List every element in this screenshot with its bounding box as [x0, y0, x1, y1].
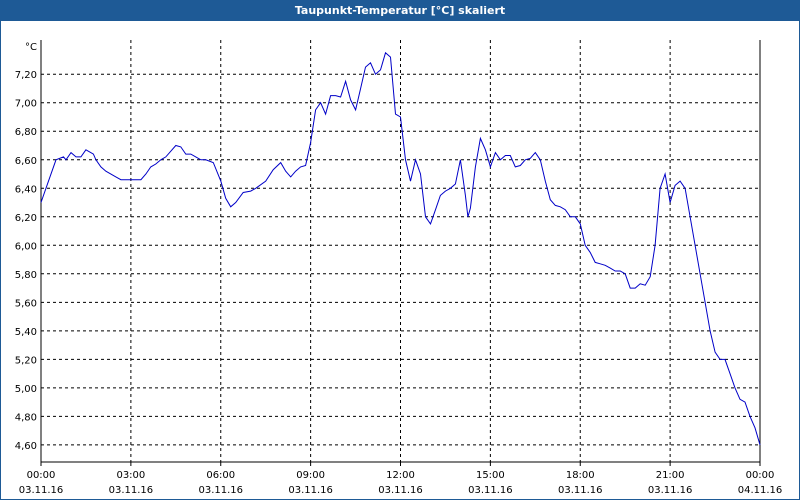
x-tick-time: 00:00	[27, 470, 56, 481]
y-tick-label: 5,60	[15, 298, 37, 309]
y-axis-unit: °C	[25, 42, 37, 53]
y-tick-label: 6,80	[15, 127, 37, 138]
x-tick-time: 12:00	[386, 470, 415, 481]
y-tick-label: 6,60	[15, 156, 37, 167]
y-tick-label: 5,80	[15, 270, 37, 281]
y-tick-label: 7,20	[15, 70, 37, 81]
y-tick-labels: 7,20 7,00 6,80 6,60 6,40 6,20 6,00 5,80 5,60 5,40…	[15, 70, 37, 452]
y-tick-label: 5,20	[15, 355, 37, 366]
x-tick-time: 09:00	[296, 470, 325, 481]
x-tick-date: 03.11.16	[378, 485, 423, 496]
x-tick-date: 03.11.16	[19, 485, 64, 496]
x-tick-time: 21:00	[656, 470, 685, 481]
x-tick-date: 03.11.16	[648, 485, 693, 496]
grid-lines	[41, 40, 760, 462]
x-tick-labels: 00:00 03.11.16 03:00 03.11.16 06:00 03.11.16 0…	[19, 470, 783, 496]
x-tick-date: 03.11.16	[198, 485, 243, 496]
x-tick-time: 18:00	[566, 470, 595, 481]
y-tick-label: 6,20	[15, 213, 37, 224]
x-tick-time: 03:00	[116, 470, 145, 481]
x-tick-time: 15:00	[476, 470, 505, 481]
y-tick-label: 6,40	[15, 184, 37, 195]
axes	[40, 40, 761, 466]
y-tick-label: 6,00	[15, 241, 37, 252]
x-tick-time: 06:00	[206, 470, 235, 481]
series-line	[40, 51, 761, 446]
y-tick-label: 5,00	[15, 384, 37, 395]
y-tick-label: 7,00	[15, 99, 37, 110]
x-tick-date: 03.11.16	[468, 485, 513, 496]
y-tick-label: 4,60	[15, 441, 37, 452]
x-tick-date: 03.11.16	[558, 485, 603, 496]
x-tick-date: 03.11.16	[109, 485, 154, 496]
x-tick-time: 00:00	[746, 470, 775, 481]
x-tick-date: 03.11.16	[288, 485, 333, 496]
y-tick-label: 5,40	[15, 327, 37, 338]
chart-title: Taupunkt-Temperatur [°C] skaliert	[1, 1, 799, 21]
x-tick-date: 04.11.16	[738, 485, 783, 496]
y-tick-label: 4,80	[15, 412, 37, 423]
